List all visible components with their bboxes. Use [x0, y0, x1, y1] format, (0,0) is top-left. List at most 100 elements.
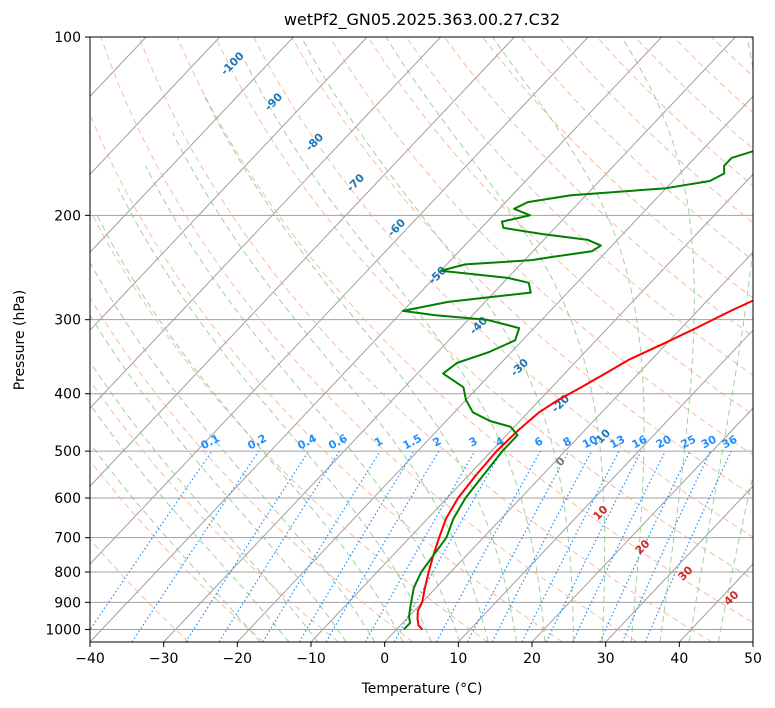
moist-adiabat-line — [90, 314, 347, 642]
isotherm-line — [90, 37, 515, 487]
y-tick-label: 900 — [54, 595, 81, 611]
y-tick-label: 100 — [54, 30, 81, 46]
dry-adiabat-line — [558, 37, 753, 224]
x-axis: −40 −30 −20 −10 0 10 20 30 40 50 — [75, 642, 762, 667]
x-tick-label: 20 — [523, 651, 541, 667]
dry-adiabat-line — [90, 459, 264, 642]
dry-adiabat-line — [596, 37, 753, 187]
moist-adiabat-label: 20 — [633, 537, 653, 557]
dry-adiabat-line — [176, 37, 753, 623]
dry-adiabat-line — [329, 37, 753, 456]
dewpoint-profile — [401, 150, 753, 631]
isotherm-line — [605, 485, 753, 642]
dry-adiabat-line — [90, 379, 339, 642]
dry-adiabat-line — [90, 208, 488, 642]
mixing-ratio-label: 3 — [467, 434, 480, 449]
isotherm-line — [752, 641, 753, 642]
isotherm-line — [0, 37, 72, 642]
isotherm-line — [457, 329, 753, 642]
temperature-profile — [416, 299, 753, 631]
dry-adiabat-line — [405, 37, 753, 376]
moist-adiabat-line — [385, 37, 606, 642]
y-tick-label: 800 — [54, 565, 81, 581]
isotherm-line — [236, 95, 753, 642]
isotherm-line — [90, 37, 294, 253]
x-tick-label: 30 — [597, 651, 615, 667]
mixing-ratio-line — [521, 450, 620, 642]
mixing-ratio-label: 1.5 — [401, 432, 424, 453]
moist-adiabat-line — [145, 165, 461, 642]
dry-adiabat-line — [711, 37, 753, 77]
dry-adiabat-line — [253, 37, 753, 538]
moist-adiabat-line — [244, 61, 546, 642]
moist-adiabat-line — [90, 361, 319, 642]
mixing-ratio-line — [466, 450, 570, 642]
dry-adiabat-line — [90, 112, 563, 642]
dry-adiabat-line — [90, 538, 190, 642]
moist-adiabat-line — [117, 187, 432, 642]
dry-adiabat-line — [291, 37, 753, 497]
mixing-ratio-label: 6 — [532, 434, 545, 449]
mixing-ratio-label: 0.1 — [199, 432, 222, 453]
dry-adiabat-line — [482, 37, 753, 299]
mixing-ratio-label: 8 — [561, 434, 574, 449]
mixing-ratio-label: 0.4 — [295, 432, 319, 453]
moist-adiabat-line — [717, 473, 753, 642]
x-axis-label: Temperature (°C) — [361, 681, 483, 697]
moist-adiabat-line — [90, 261, 376, 642]
mixing-ratio-label: 16 — [630, 433, 650, 452]
mixing-ratio-line — [262, 450, 381, 642]
moist-adiabat-line — [172, 132, 489, 642]
dry-adiabat-line — [90, 296, 414, 642]
mixing-ratio-line — [545, 450, 642, 642]
y-tick-label: 400 — [54, 387, 81, 403]
mixing-ratio-line — [435, 450, 541, 642]
y-tick-label: 1000 — [45, 622, 81, 638]
mixing-ratio-line — [364, 450, 476, 642]
dry-adiabat-line — [367, 37, 753, 416]
moist-adiabat-label: 10 — [591, 503, 611, 523]
y-tick-label: 500 — [54, 444, 81, 460]
mixing-ratio-line — [131, 450, 260, 642]
dry-adiabat-line — [138, 37, 712, 642]
background-lines — [0, 37, 753, 642]
x-tick-label: 50 — [744, 651, 762, 667]
mixing-ratio-label: 1 — [372, 434, 385, 449]
x-tick-label: −20 — [223, 651, 253, 667]
mixing-ratio-line — [90, 450, 213, 631]
moist-adiabat-label: 30 — [676, 563, 696, 583]
y-axis: 100 200 300 400 500 600 700 800 900 1000 — [45, 30, 90, 638]
mixing-ratio-line — [218, 450, 341, 642]
moist-adiabat-line — [621, 37, 695, 642]
mixing-ratio-label: 0.2 — [245, 432, 268, 453]
moist-adiabat-line — [90, 442, 261, 642]
mixing-ratio-label: 25 — [679, 433, 699, 452]
y-tick-label: 600 — [54, 491, 81, 507]
moist-adiabat-line — [688, 37, 753, 642]
dry-adiabat-label: -90 — [262, 90, 285, 113]
x-tick-label: −10 — [296, 651, 326, 667]
moist-adiabat-line — [96, 215, 404, 642]
dry-adiabat-label: -80 — [303, 130, 326, 153]
mixing-ratio-label: 10 — [580, 432, 600, 451]
moist-adiabat-line — [492, 37, 645, 642]
mixing-ratio-line — [644, 450, 732, 642]
y-tick-label: 300 — [54, 313, 81, 329]
x-tick-label: −30 — [149, 651, 179, 667]
dry-adiabat-line — [100, 37, 638, 642]
mixing-ratio-line — [393, 450, 503, 642]
x-tick-label: 40 — [670, 651, 688, 667]
isotherm-line — [163, 37, 736, 642]
dry-adiabat-label: -100 — [218, 49, 247, 78]
isotherm-line — [531, 407, 753, 642]
dry-adiabat-line — [214, 37, 753, 580]
moist-adiabat-line — [300, 37, 575, 642]
mixing-ratio-label: 30 — [699, 433, 719, 452]
isotherm-line — [90, 37, 368, 331]
x-tick-label: 10 — [449, 651, 467, 667]
x-tick-label: −40 — [75, 651, 105, 667]
y-tick-label: 200 — [54, 208, 81, 224]
isotherm-line — [90, 37, 221, 175]
mixing-ratio-label: 20 — [654, 432, 674, 451]
